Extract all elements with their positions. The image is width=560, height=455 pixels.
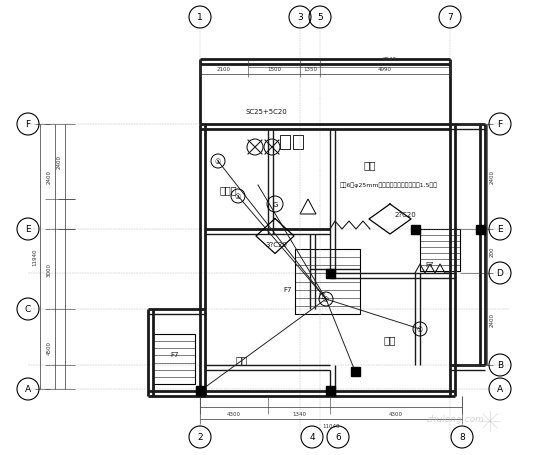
Text: 3000: 3000	[47, 263, 52, 276]
Text: ①: ①	[215, 159, 221, 165]
Text: 3?C20: 3?C20	[265, 242, 287, 248]
Text: 200: 200	[490, 246, 495, 257]
Text: 2400: 2400	[490, 170, 495, 184]
Text: 工人房: 工人房	[219, 185, 237, 195]
Text: 4990: 4990	[378, 67, 392, 72]
Bar	[153, 334, 195, 384]
Bar	[351, 367, 360, 376]
Text: F7: F7	[171, 351, 179, 357]
Bar	[475, 225, 484, 234]
Bar	[195, 387, 204, 396]
Text: 1340: 1340	[292, 411, 306, 416]
Text: ①: ①	[323, 296, 329, 302]
Text: 11940: 11940	[32, 248, 37, 265]
Text: 客厅: 客厅	[384, 334, 396, 344]
Text: 6: 6	[335, 433, 341, 441]
Bar	[280, 136, 290, 150]
Text: SC25+5C20: SC25+5C20	[245, 109, 287, 115]
Text: 3: 3	[297, 14, 303, 22]
Text: 2400: 2400	[490, 312, 495, 326]
Text: B: B	[497, 361, 503, 369]
Bar	[410, 225, 419, 234]
Text: 5: 5	[317, 14, 323, 22]
Bar	[420, 229, 460, 271]
Text: 4: 4	[309, 433, 315, 441]
Text: ①: ①	[417, 326, 423, 332]
Text: A: A	[497, 384, 503, 394]
Bar	[325, 269, 334, 278]
Bar	[293, 136, 303, 150]
Text: 8: 8	[459, 433, 465, 441]
Text: D: D	[497, 269, 503, 278]
Text: 2100: 2100	[217, 67, 231, 72]
Bar	[295, 249, 360, 314]
Text: F: F	[497, 120, 502, 129]
Text: F7: F7	[426, 262, 434, 268]
Bar	[325, 387, 334, 396]
Text: zhulong.com: zhulong.com	[426, 415, 484, 424]
Text: 4500: 4500	[47, 340, 52, 354]
Text: F7: F7	[284, 286, 292, 293]
Text: 2: 2	[197, 433, 203, 441]
Text: E: E	[25, 225, 31, 234]
Text: 7: 7	[447, 14, 453, 22]
Text: 餐厅: 餐厅	[236, 354, 248, 364]
Text: 2400: 2400	[57, 155, 62, 169]
Text: 1: 1	[197, 14, 203, 22]
Text: E: E	[497, 225, 503, 234]
Text: 8940: 8940	[383, 57, 397, 62]
Text: 1500: 1500	[267, 67, 281, 72]
Text: G: G	[272, 202, 278, 207]
Text: 11040: 11040	[322, 423, 340, 428]
Text: C: C	[25, 305, 31, 314]
Text: ①: ①	[235, 193, 241, 200]
Text: F: F	[25, 120, 31, 129]
Text: 1350: 1350	[303, 67, 317, 72]
Text: 4300: 4300	[389, 411, 403, 416]
Text: 上基: 上基	[318, 293, 326, 298]
Text: 2?C20: 2?C20	[395, 212, 417, 217]
Text: 2400: 2400	[47, 170, 52, 184]
Text: A: A	[25, 384, 31, 394]
Text: 采用6根φ25mm镀锌钢管至室外出盒水泵1.5米，: 采用6根φ25mm镀锌钢管至室外出盒水泵1.5米，	[340, 182, 438, 187]
Text: 车库: 车库	[364, 160, 376, 170]
Text: 4300: 4300	[227, 411, 241, 416]
